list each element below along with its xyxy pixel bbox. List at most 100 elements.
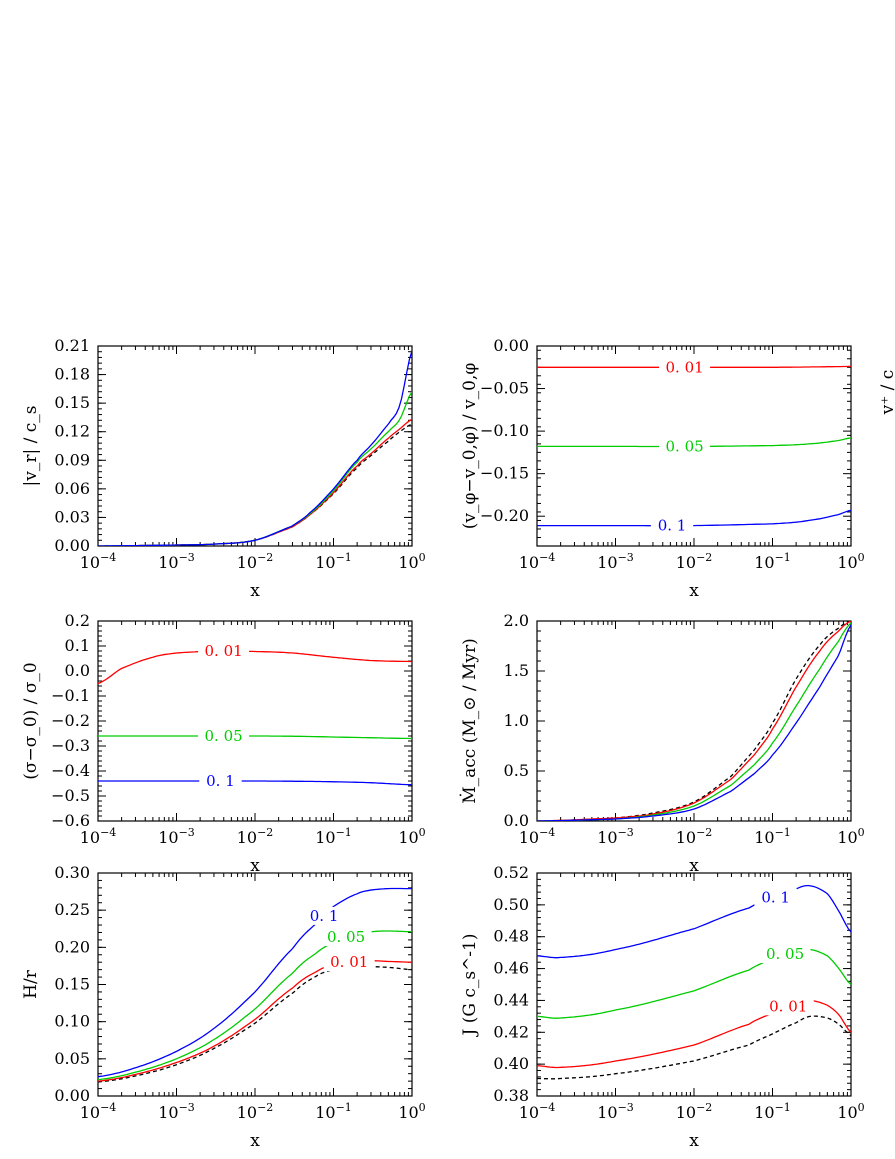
curve-label: 0. 05 <box>205 727 243 745</box>
x-tick-label: 10−4 <box>519 551 556 572</box>
curve-label-bg <box>199 771 242 790</box>
curve-label-bg <box>754 888 797 907</box>
y-tick-label: 0.06 <box>54 479 90 498</box>
x-axis-title: x <box>250 581 260 601</box>
y-tick-label: −0.2 <box>51 711 90 730</box>
x-tick-label: 100 <box>837 551 864 572</box>
series-line-0_01 <box>98 650 412 685</box>
x-tick-label: 100 <box>837 1101 864 1122</box>
y-tick-label: 0.46 <box>493 959 529 978</box>
curve-label-bg <box>302 906 346 925</box>
x-tick-label: 10−3 <box>158 551 195 572</box>
x-tick-label: 10−1 <box>754 826 791 847</box>
series-line-0_01 <box>98 418 412 546</box>
series-line-0_01 <box>98 960 412 1082</box>
y-axis-title: H/r <box>21 969 41 999</box>
series-line-reference <box>98 423 412 546</box>
panel-vphi: 10−4 10−3 10−2 10−1 100 0.00 −0.05 −0.10 −0.15 −0… <box>460 336 865 601</box>
series-line-0_05 <box>98 391 412 546</box>
x-tick-label: 10−3 <box>597 1101 634 1122</box>
x-axis-title: x <box>250 1131 260 1151</box>
x-tick-label: 10−3 <box>597 826 634 847</box>
y-tick-label: −0.20 <box>480 506 529 525</box>
series-line-0_1 <box>98 780 412 786</box>
x-tick-label: 10−4 <box>519 826 556 847</box>
panel-vr: 10−4 10−3 10−2 10−1 100 0.00 0.03 0.06 0.09 0.12 0… <box>21 336 426 601</box>
x-tick-label: 10−2 <box>237 1101 274 1122</box>
y-axis-title: (v_φ−v_0,φ) / v_0,φ <box>460 363 480 530</box>
y-tick-label: 0.00 <box>54 1086 90 1105</box>
series-line-0_1 <box>537 624 851 821</box>
x-tick-label: 10−2 <box>237 826 274 847</box>
x-tick-label: 10−4 <box>80 1101 117 1122</box>
curve-label-bg <box>323 953 375 972</box>
panel-hr: 10−4 10−3 10−2 10−1 100 0.00 0.05 0.10 0.15 0.20 0… <box>21 863 426 1151</box>
series-line-0_1 <box>537 509 851 527</box>
series-line-0_05 <box>537 622 851 821</box>
x-tick-label: 10−1 <box>315 551 352 572</box>
curve-label: 0. 01 <box>665 358 703 376</box>
x-tick-label: 10−1 <box>754 1101 791 1122</box>
x-tick-label: 10−3 <box>597 551 634 572</box>
x-tick-label: 10−2 <box>237 551 274 572</box>
y-tick-label: 0.03 <box>54 507 90 526</box>
y-tick-label: 0.20 <box>54 937 90 956</box>
y-tick-label: 0.0 <box>65 661 90 680</box>
y-tick-label: 0.25 <box>54 900 90 919</box>
series-line-0_1 <box>537 884 851 959</box>
curve-label: 0. 01 <box>205 642 243 660</box>
clipped-panel-ylabel: v⁺ / c <box>878 370 895 416</box>
curve-label-bg <box>198 726 250 745</box>
curve-label-bg <box>198 642 250 661</box>
series-line-reference <box>537 1015 851 1080</box>
y-tick-label: 0.0 <box>504 811 529 830</box>
y-tick-label: 1.0 <box>504 711 529 730</box>
x-axis-title: x <box>689 1131 699 1151</box>
y-tick-label: 0.42 <box>493 1022 529 1041</box>
y-tick-label: 0.09 <box>54 450 90 469</box>
x-tick-label: 10−1 <box>315 826 352 847</box>
y-tick-label: −0.6 <box>51 811 90 830</box>
y-tick-label: 0.12 <box>54 422 90 441</box>
x-axis-title: x <box>689 856 699 876</box>
curve-label: 0. 1 <box>658 517 687 535</box>
x-tick-label: 10−1 <box>315 1101 352 1122</box>
series-line-reference <box>98 965 412 1083</box>
curve-label-bg <box>320 928 372 947</box>
y-tick-label: 0.30 <box>54 863 90 882</box>
x-axis-title: x <box>689 581 699 601</box>
y-tick-label: −0.05 <box>480 379 529 398</box>
curve-label: 0. 1 <box>310 907 339 925</box>
series-line-0_1 <box>98 887 412 1078</box>
plot-frame <box>536 872 852 1097</box>
curve-label-bg <box>650 516 694 535</box>
y-tick-label: 0.2 <box>65 611 90 630</box>
x-tick-label: 10−3 <box>158 826 195 847</box>
y-axis-title: (σ−σ_0) / σ_0 <box>21 662 41 780</box>
y-tick-label: −0.4 <box>51 761 90 780</box>
y-tick-label: −0.5 <box>51 786 90 805</box>
panel-jg: 10−4 10−3 10−2 10−1 100 0.52 0.50 0.48 0.46 0.44 0… <box>460 863 865 1151</box>
curve-label: 0. 1 <box>761 888 790 906</box>
curve-label: 0. 1 <box>206 772 235 790</box>
y-tick-label: 0.18 <box>54 365 90 384</box>
y-tick-label: 2.0 <box>504 611 529 630</box>
y-axis-title: |v_r| / c_s <box>21 406 41 487</box>
y-tick-label: 0.15 <box>54 975 90 994</box>
x-tick-label: 10−2 <box>676 826 713 847</box>
x-tick-label: 10−2 <box>676 1101 713 1122</box>
y-tick-label: 0.48 <box>493 927 529 946</box>
y-axis-title: Ṁ_acc (M_⊙ / Myr) <box>459 638 480 804</box>
panel-macc: 10−4 10−3 10−2 10−1 100 0.0 0.5 1.0 1.5 2.0 x Ṁ_acc… <box>459 611 865 876</box>
x-tick-label: 10−2 <box>676 551 713 572</box>
x-tick-label: 100 <box>398 826 425 847</box>
x-tick-label: 100 <box>398 1101 425 1122</box>
y-tick-label: 0.1 <box>65 636 90 655</box>
series-line-0_01 <box>537 621 851 821</box>
curve-label: 0. 05 <box>327 928 365 946</box>
y-tick-label: −0.10 <box>480 421 529 440</box>
y-axis-title: J (G c_s^-1) <box>460 933 480 1037</box>
x-tick-label: 10−4 <box>519 1101 556 1122</box>
series-line-reference <box>537 621 851 821</box>
